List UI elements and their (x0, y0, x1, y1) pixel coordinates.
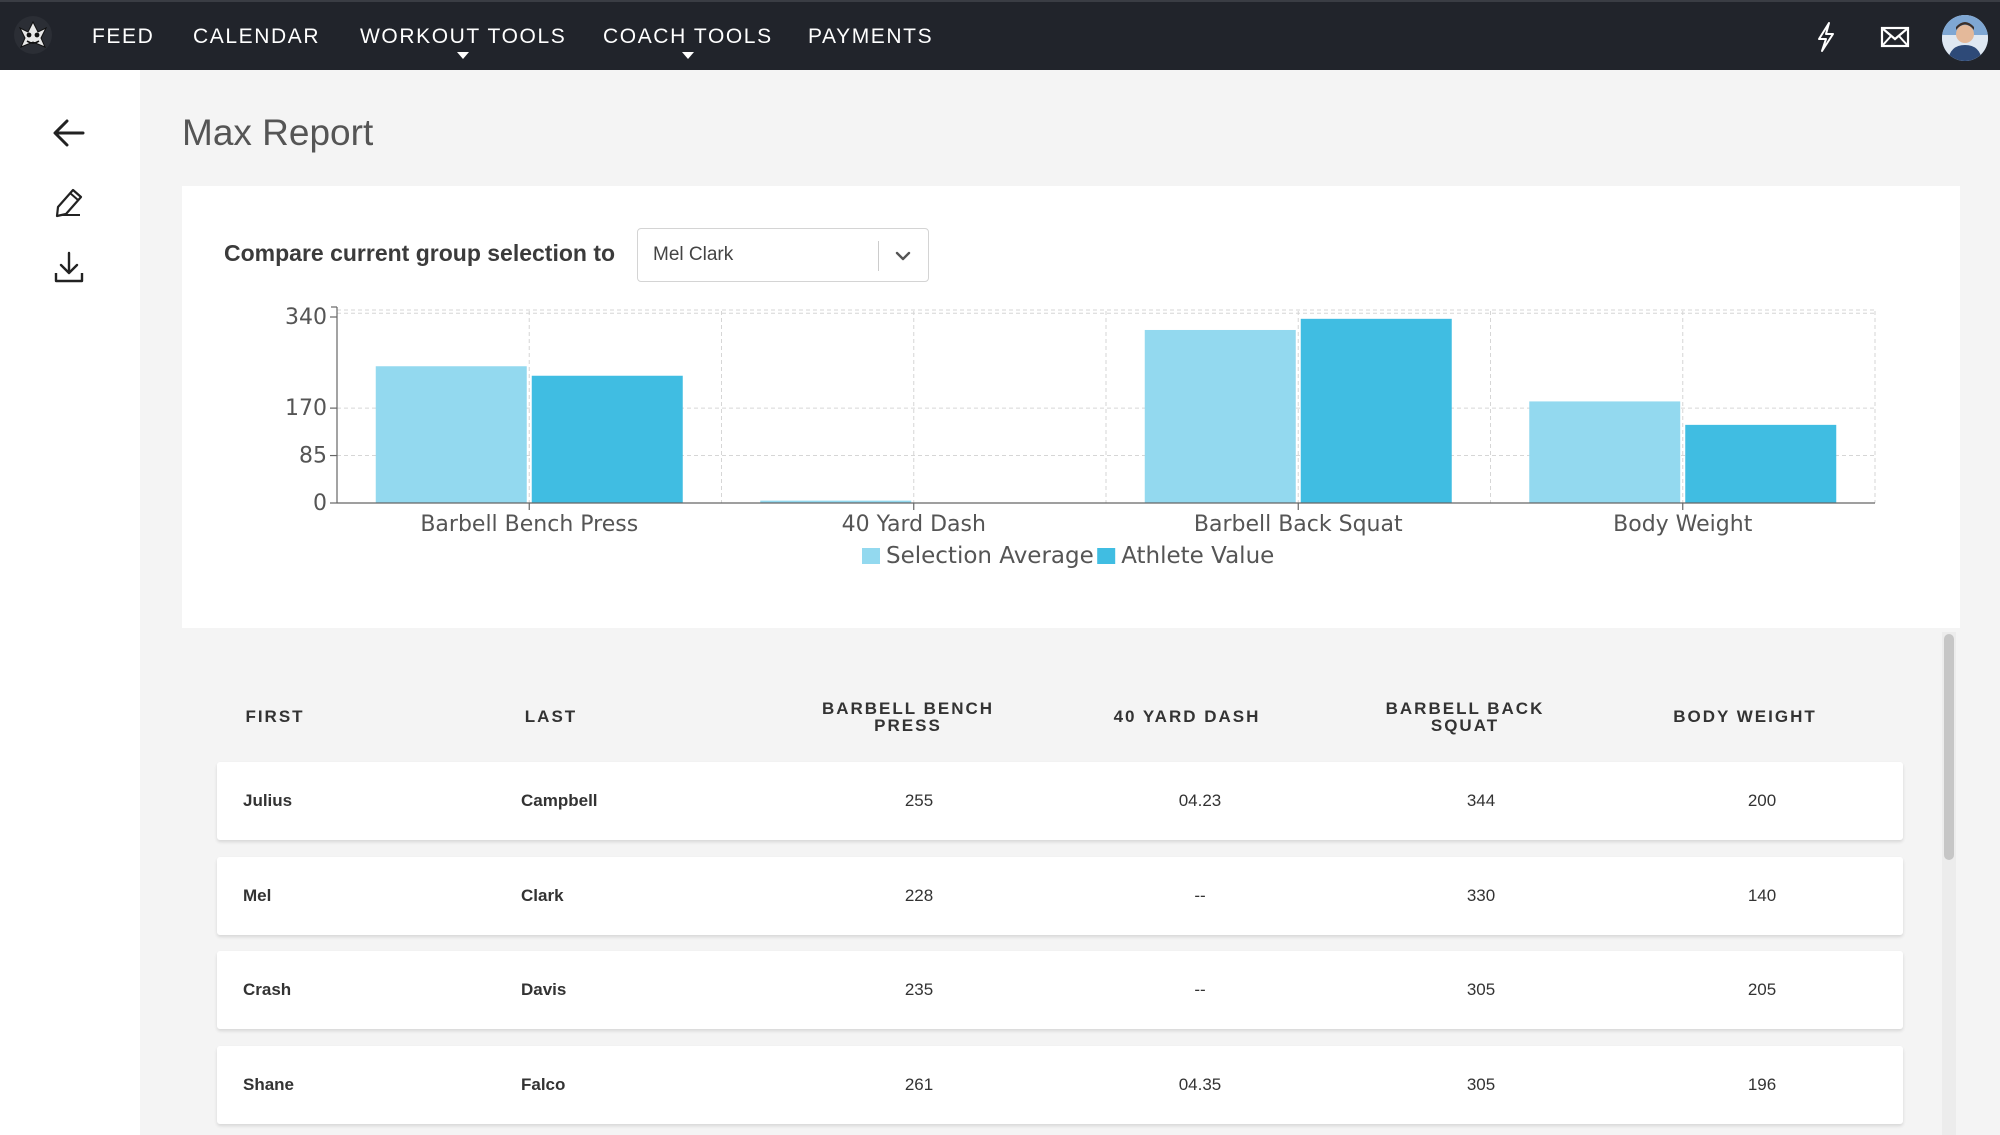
legend-swatch (862, 548, 880, 564)
cell-first: Julius (243, 791, 293, 810)
bar-selection-average (375, 366, 527, 503)
compare-athlete-select[interactable]: Mel Clark (637, 228, 929, 282)
y-tick-label: 340 (285, 305, 327, 330)
column-header-bench[interactable]: BARBELL BENCH PRESS (798, 700, 1018, 734)
team-logo-icon[interactable] (12, 14, 54, 56)
column-header-last[interactable]: LAST (441, 708, 661, 725)
left-sidebar (0, 70, 140, 1135)
user-avatar-icon (1942, 15, 1988, 61)
cell-squat: 305 (1466, 1075, 1496, 1094)
column-header-weight[interactable]: BODY WEIGHT (1635, 708, 1855, 725)
nav-payments-label: PAYMENTS (808, 25, 934, 48)
nav-calendar-label: CALENDAR (193, 25, 321, 48)
avatar[interactable] (1942, 15, 1988, 61)
cell-bench: 228 (904, 886, 934, 905)
caret-down-icon (457, 52, 470, 59)
cell-dash: 04.35 (1178, 1075, 1222, 1094)
scrollbar-thumb[interactable] (1944, 634, 1954, 860)
x-tick-label: Barbell Bench Press (420, 512, 638, 537)
column-header-line: BARBELL BENCH (821, 699, 995, 718)
cell-weight: 140 (1747, 886, 1777, 905)
cell-weight: 200 (1747, 791, 1777, 810)
cell-bench: 255 (904, 791, 934, 810)
download-icon[interactable] (50, 249, 88, 287)
x-tick-label: Body Weight (1613, 512, 1753, 537)
compare-label: Compare current group selection to (224, 240, 616, 266)
column-header-line: BARBELL BACK (1385, 699, 1545, 718)
chart-card: Compare current group selection to Mel C… (182, 186, 1960, 628)
bar-athlete-value (1300, 318, 1452, 503)
cell-dash: -- (1194, 980, 1206, 999)
cell-weight: 205 (1747, 980, 1777, 999)
column-header-label: FIRST (245, 707, 305, 726)
column-header-first[interactable]: FIRST (165, 708, 385, 725)
column-header-dash[interactable]: 40 YARD DASH (1077, 708, 1297, 725)
back-arrow-icon[interactable] (50, 114, 88, 152)
bar-selection-average (1529, 401, 1681, 503)
y-tick-label: 0 (313, 491, 327, 516)
column-header-squat[interactable]: BARBELL BACK SQUAT (1355, 700, 1575, 734)
x-tick-label: Barbell Back Squat (1194, 512, 1403, 537)
bar-selection-average (760, 500, 912, 503)
cell-last: Falco (521, 1075, 566, 1094)
column-header-line: PRESS (874, 716, 942, 735)
edit-pencil-icon[interactable] (50, 183, 88, 221)
y-tick-label: 170 (285, 396, 327, 421)
nav-coach-tools[interactable]: COACH TOOLS (603, 2, 773, 72)
bar-athlete-value (1685, 424, 1837, 503)
max-report-bar-chart: 0 85 170 340 Barbell Bench Press 40 Yard Dash… (285, 305, 1876, 569)
cell-bench: 235 (904, 980, 934, 999)
cell-dash: -- (1194, 886, 1206, 905)
legend-label: Selection Average (886, 543, 1094, 569)
nav-coach-tools-label: COACH TOOLS (603, 25, 773, 48)
x-tick-label: 40 Yard Dash (842, 512, 986, 537)
page-title: Max Report (182, 112, 374, 153)
caret-down-icon (681, 52, 694, 59)
cell-squat: 305 (1466, 980, 1496, 999)
table-row[interactable]: Mel Clark 228 -- 330 140 (217, 857, 1903, 935)
lightning-icon[interactable] (1809, 20, 1843, 54)
top-nav-bar: FEED CALENDAR WORKOUT TOOLS COACH TOOLS … (0, 0, 2000, 70)
bar-selection-average (1144, 329, 1296, 503)
column-header-label: BODY WEIGHT (1673, 707, 1817, 726)
column-header-label: 40 YARD DASH (1113, 707, 1261, 726)
compare-selected-value: Mel Clark (653, 244, 734, 265)
nav-workout-tools[interactable]: WORKOUT TOOLS (360, 2, 566, 72)
nav-payments[interactable]: PAYMENTS (808, 2, 933, 72)
cell-squat: 344 (1466, 791, 1496, 810)
nav-workout-tools-label: WORKOUT TOOLS (360, 25, 567, 48)
legend-swatch (1097, 548, 1116, 564)
select-divider (878, 241, 879, 271)
table-row[interactable]: Crash Davis 235 -- 305 205 (217, 951, 1903, 1029)
table-row[interactable]: Julius Campbell 255 04.23 344 200 (217, 762, 1903, 840)
mail-icon[interactable] (1878, 20, 1912, 54)
cell-bench: 261 (904, 1075, 934, 1094)
cell-dash: 04.23 (1178, 791, 1222, 810)
chevron-down-icon[interactable] (893, 246, 913, 266)
cell-last: Davis (521, 980, 567, 999)
table-row[interactable]: Shane Falco 261 04.35 305 196 (217, 1046, 1903, 1124)
legend-label: Athlete Value (1121, 543, 1274, 569)
nav-feed[interactable]: FEED (92, 2, 154, 72)
cell-last: Campbell (521, 791, 598, 810)
nav-feed-label: FEED (92, 25, 155, 48)
bar-athlete-value (531, 375, 683, 503)
column-header-line: SQUAT (1430, 716, 1500, 735)
cell-last: Clark (521, 886, 564, 905)
column-header-label: LAST (524, 707, 578, 726)
cell-squat: 330 (1466, 886, 1496, 905)
nav-calendar[interactable]: CALENDAR (193, 2, 320, 72)
y-tick-label: 85 (299, 444, 327, 469)
scrollbar[interactable] (1942, 632, 1956, 1135)
cell-first: Crash (243, 980, 292, 999)
cell-first: Mel (243, 886, 272, 905)
cell-first: Shane (243, 1075, 295, 1094)
cell-weight: 196 (1747, 1075, 1777, 1094)
